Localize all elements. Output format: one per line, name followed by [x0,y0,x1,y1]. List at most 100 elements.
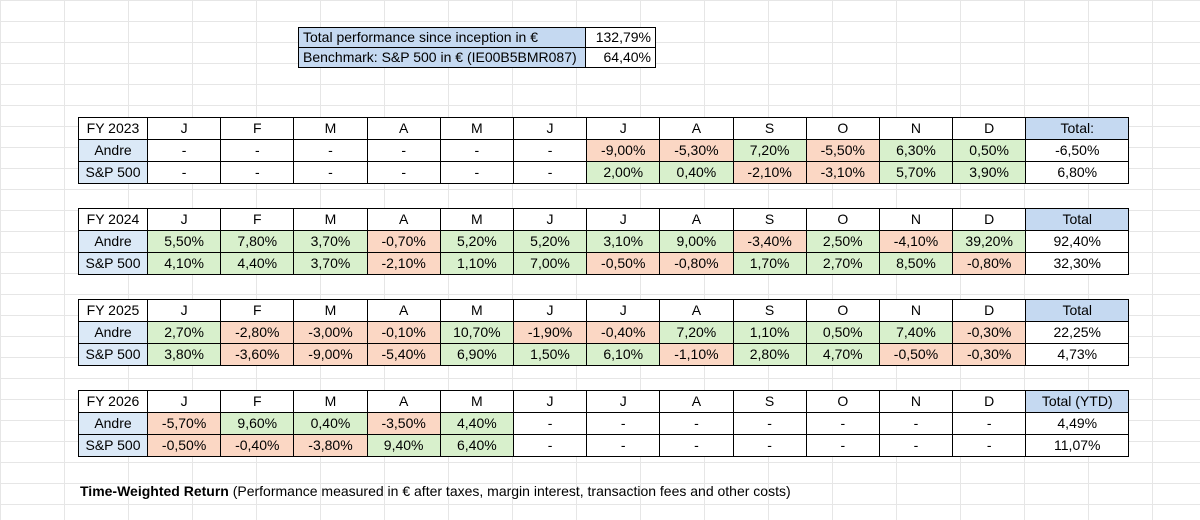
value-cell[interactable]: 4,70% [805,343,880,366]
value-cell[interactable]: -0,50% [586,252,661,275]
value-cell[interactable]: 4,10% [146,252,222,275]
value-cell[interactable]: -2,10% [732,161,807,184]
total-cell[interactable]: 32,30% [1025,252,1130,275]
value-cell[interactable]: - [220,161,295,184]
value-cell[interactable]: -5,70% [146,412,222,435]
value-cell[interactable]: - [512,161,588,184]
value-cell[interactable]: -0,80% [952,252,1027,275]
month-header[interactable]: J [512,390,588,413]
value-cell[interactable]: -1,10% [659,343,734,366]
month-header[interactable]: J [586,208,661,231]
value-cell[interactable]: -0,40% [586,321,661,344]
value-cell[interactable]: 7,00% [512,252,588,275]
month-header[interactable]: D [952,117,1027,140]
value-cell[interactable]: -0,10% [366,321,441,344]
row-label[interactable]: S&P 500 [78,343,148,366]
value-cell[interactable]: 8,50% [878,252,954,275]
value-cell[interactable]: -5,30% [659,139,734,162]
total-header[interactable]: Total [1025,208,1130,231]
value-cell[interactable]: 9,40% [366,434,441,457]
value-cell[interactable]: 3,70% [293,252,368,275]
month-header[interactable]: F [220,208,295,231]
value-cell[interactable]: -9,00% [586,139,661,162]
value-cell[interactable]: 1,10% [439,252,514,275]
value-cell[interactable]: - [952,412,1027,435]
month-header[interactable]: M [293,390,368,413]
value-cell[interactable]: - [586,412,661,435]
value-cell[interactable]: 2,70% [146,321,222,344]
total-header[interactable]: Total: [1025,117,1130,140]
month-header[interactable]: M [293,299,368,322]
value-cell[interactable]: -2,80% [220,321,295,344]
month-header[interactable]: J [586,390,661,413]
summary-label[interactable]: Benchmark: S&P 500 in € (IE00B5BMR087) [298,47,586,68]
value-cell[interactable]: 0,50% [805,321,880,344]
month-header[interactable]: A [659,208,734,231]
month-header[interactable]: J [586,117,661,140]
value-cell[interactable]: 0,50% [952,139,1027,162]
total-cell[interactable]: -6,50% [1025,139,1130,162]
value-cell[interactable]: -3,40% [732,230,807,253]
value-cell[interactable]: 1,10% [732,321,807,344]
value-cell[interactable]: - [732,412,807,435]
value-cell[interactable]: -3,00% [293,321,368,344]
row-label[interactable]: Andre [78,230,148,253]
value-cell[interactable]: - [512,434,588,457]
total-cell[interactable]: 92,40% [1025,230,1130,253]
value-cell[interactable]: - [586,434,661,457]
value-cell[interactable]: - [366,139,441,162]
value-cell[interactable]: - [878,434,954,457]
value-cell[interactable]: 7,20% [659,321,734,344]
value-cell[interactable]: 4,40% [439,412,514,435]
month-header[interactable]: N [878,390,954,413]
month-header[interactable]: O [805,208,880,231]
value-cell[interactable]: 7,20% [732,139,807,162]
row-label[interactable]: Andre [78,139,148,162]
value-cell[interactable]: -1,90% [512,321,588,344]
month-header[interactable]: S [732,208,807,231]
value-cell[interactable]: -0,50% [878,343,954,366]
value-cell[interactable]: 5,20% [512,230,588,253]
value-cell[interactable]: 6,40% [439,434,514,457]
value-cell[interactable]: - [439,161,514,184]
value-cell[interactable]: -3,60% [220,343,295,366]
value-cell[interactable]: 3,80% [146,343,222,366]
month-header[interactable]: M [439,117,514,140]
value-cell[interactable]: - [805,434,880,457]
row-label[interactable]: S&P 500 [78,252,148,275]
month-header[interactable]: J [146,117,222,140]
month-header[interactable]: J [146,299,222,322]
total-cell[interactable]: 4,73% [1025,343,1130,366]
month-header[interactable]: S [732,117,807,140]
value-cell[interactable]: 2,50% [805,230,880,253]
month-header[interactable]: M [439,390,514,413]
value-cell[interactable]: -3,10% [805,161,880,184]
month-header[interactable]: J [586,299,661,322]
value-cell[interactable]: 4,40% [220,252,295,275]
value-cell[interactable]: - [366,161,441,184]
year-label[interactable]: FY 2024 [78,208,148,231]
value-cell[interactable]: -2,10% [366,252,441,275]
month-header[interactable]: J [512,117,588,140]
month-header[interactable]: J [146,208,222,231]
month-header[interactable]: O [805,390,880,413]
value-cell[interactable]: 5,70% [878,161,954,184]
year-label[interactable]: FY 2023 [78,117,148,140]
month-header[interactable]: J [146,390,222,413]
month-header[interactable]: M [439,208,514,231]
month-header[interactable]: J [512,299,588,322]
value-cell[interactable]: -3,50% [366,412,441,435]
value-cell[interactable]: 9,60% [220,412,295,435]
row-label[interactable]: S&P 500 [78,434,148,457]
value-cell[interactable]: - [512,139,588,162]
value-cell[interactable]: -0,50% [146,434,222,457]
month-header[interactable]: S [732,390,807,413]
value-cell[interactable]: - [805,412,880,435]
row-label[interactable]: Andre [78,412,148,435]
total-header[interactable]: Total (YTD) [1025,390,1130,413]
month-header[interactable]: F [220,117,295,140]
value-cell[interactable]: -0,80% [659,252,734,275]
total-header[interactable]: Total [1025,299,1130,322]
value-cell[interactable]: - [439,139,514,162]
month-header[interactable]: A [659,117,734,140]
